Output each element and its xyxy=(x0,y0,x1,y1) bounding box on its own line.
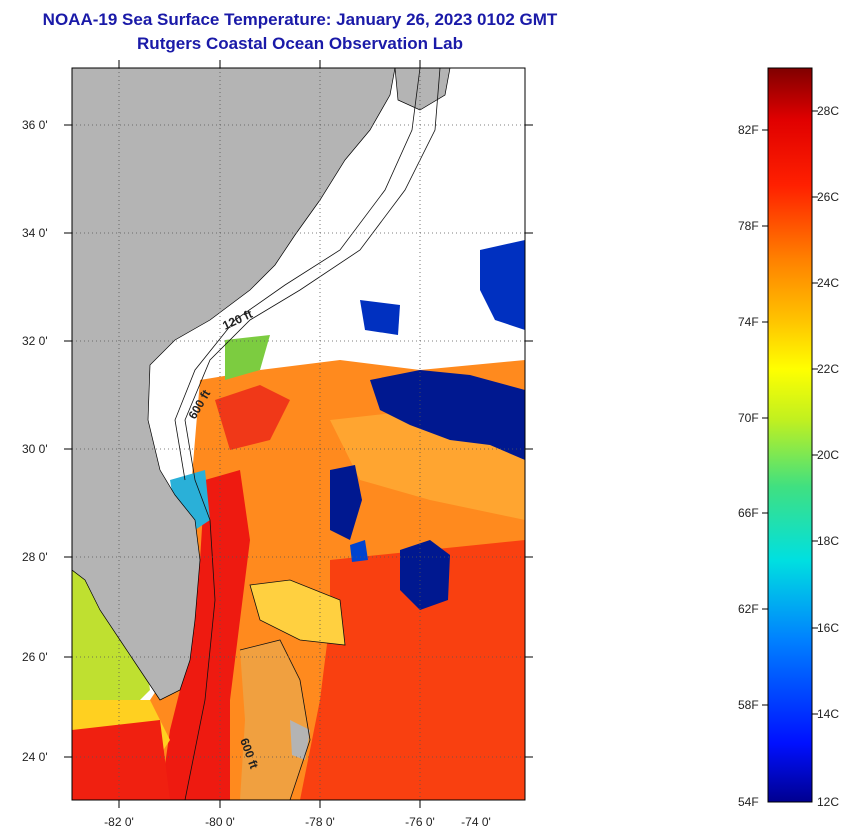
colorbar-f-label: 78F xyxy=(738,219,759,233)
colorbar xyxy=(767,67,813,803)
map-ticks xyxy=(64,60,533,808)
colorbar-c-label: 26C xyxy=(817,190,839,204)
map-frame xyxy=(71,67,526,801)
cold-patch xyxy=(480,240,525,330)
cold-patch xyxy=(400,540,450,610)
colorbar-f-label: 70F xyxy=(738,411,759,425)
colorbar-c-label: 22C xyxy=(817,362,839,376)
cold-patch xyxy=(360,300,400,335)
colorbar-c-label: 24C xyxy=(817,276,839,290)
gulf-coast-water xyxy=(72,560,150,720)
lon-label: -82 0' xyxy=(104,815,134,829)
shelf-green-water xyxy=(225,335,270,380)
florida-keys-water xyxy=(72,720,170,800)
bahamas-bank xyxy=(240,640,310,800)
lon-label: -74 0' xyxy=(461,815,491,829)
map-plot-area: 120 ft 600 ft 600 ft xyxy=(72,68,525,800)
lon-label: -76 0' xyxy=(405,815,435,829)
bathymetry-contour xyxy=(249,579,346,646)
colorbar-c-label: 12C xyxy=(817,795,839,809)
lat-label: 30 0' xyxy=(22,442,48,456)
bathymetry-contour xyxy=(174,68,421,481)
bahamas-bank xyxy=(250,580,345,645)
lat-label: 32 0' xyxy=(22,334,48,348)
bathymetry-contour xyxy=(184,68,441,800)
lat-label: 26 0' xyxy=(22,650,48,664)
colorbar-c-label: 18C xyxy=(817,534,839,548)
lon-label: -80 0' xyxy=(205,815,235,829)
cold-patch xyxy=(330,465,362,540)
cold-patch xyxy=(350,540,368,562)
colorbar-c-label: 14C xyxy=(817,707,839,721)
colorbar-f-label: 74F xyxy=(738,315,759,329)
lat-label: 34 0' xyxy=(22,226,48,240)
gulf-stream-core xyxy=(160,470,250,800)
colorbar-c-label: 28C xyxy=(817,104,839,118)
bathymetry-contour xyxy=(239,639,311,800)
lat-label: 24 0' xyxy=(22,750,48,764)
ocean-red-north xyxy=(215,385,290,450)
colorbar-c-label: 16C xyxy=(817,621,839,635)
map-subtitle: Rutgers Coastal Ocean Observation Lab xyxy=(137,34,463,53)
lat-label: 36 0' xyxy=(22,118,48,132)
colorbar-f-label: 82F xyxy=(738,123,759,137)
map-title: NOAA-19 Sea Surface Temperature: January… xyxy=(42,10,558,29)
colorbar-c-label: 20C xyxy=(817,448,839,462)
lon-label: -78 0' xyxy=(305,815,335,829)
land-mass xyxy=(394,68,451,111)
bahamas-island xyxy=(290,720,310,760)
ocean-red-east xyxy=(300,540,525,800)
colorbar-ticks xyxy=(762,110,818,715)
land-mass xyxy=(72,68,396,701)
lat-label: 28 0' xyxy=(22,550,48,564)
cold-patch xyxy=(370,370,525,460)
colorbar-f-label: 58F xyxy=(738,698,759,712)
colorbar-f-label: 62F xyxy=(738,602,759,616)
colorbar-f-label: 54F xyxy=(738,795,759,809)
colorbar-f-label: 66F xyxy=(738,506,759,520)
